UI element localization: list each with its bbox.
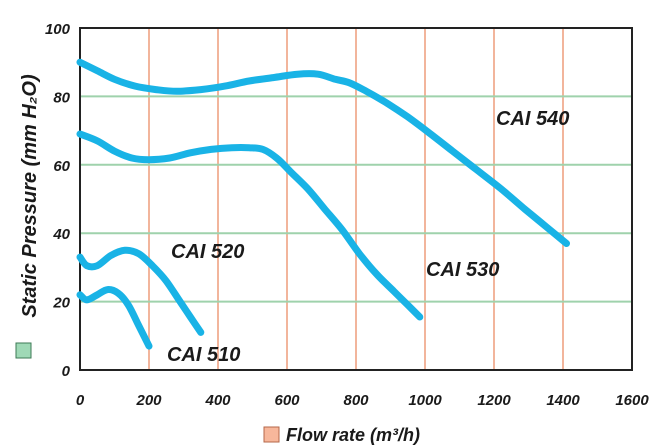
y-tick-label: 100 xyxy=(45,21,71,38)
x-tick-label: 800 xyxy=(343,392,369,409)
x-tick-label: 1200 xyxy=(477,392,511,409)
y-tick-label: 20 xyxy=(52,295,70,312)
x-tick-label: 600 xyxy=(274,392,300,409)
tick-labels: 0 200 400 600 800 1000 1200 1400 1600 0 20 40 60 80 10… xyxy=(45,21,649,409)
y-tick-label: 60 xyxy=(53,158,70,175)
series-label-cai-540: CAI 540 xyxy=(496,108,569,130)
x-axis-label: Flow rate (m³/h) xyxy=(286,425,420,445)
series-label-cai-510: CAI 510 xyxy=(167,344,240,366)
series-label-cai-530: CAI 530 xyxy=(426,259,499,281)
y-axis-label: Static Pressure (mm H₂O) xyxy=(19,74,41,318)
x-tick-label: 1400 xyxy=(546,392,580,409)
series-group xyxy=(76,58,570,350)
x-tick-label: 1000 xyxy=(408,392,442,409)
y-tick-label: 80 xyxy=(53,89,70,106)
y-tick-label: 40 xyxy=(52,226,70,243)
xlabel-swatch xyxy=(263,426,280,443)
series-line-cai-520 xyxy=(76,246,205,336)
series-line-cai-530 xyxy=(76,130,424,321)
plot-frame xyxy=(79,27,633,371)
series-label-cai-520: CAI 520 xyxy=(171,241,244,263)
series-line-cai-540 xyxy=(76,58,570,247)
y-tick-label: 0 xyxy=(62,363,71,380)
x-tick-label: 1600 xyxy=(615,392,649,409)
series-line-cai-510 xyxy=(76,286,153,350)
x-tick-label: 200 xyxy=(135,392,162,409)
ylabel-swatch xyxy=(15,342,32,359)
x-tick-label: 0 xyxy=(76,392,85,409)
series-labels: CAI 510 CAI 520 CAI 530 CAI 540 xyxy=(167,108,569,366)
grid xyxy=(80,28,632,370)
x-tick-label: 400 xyxy=(204,392,231,409)
